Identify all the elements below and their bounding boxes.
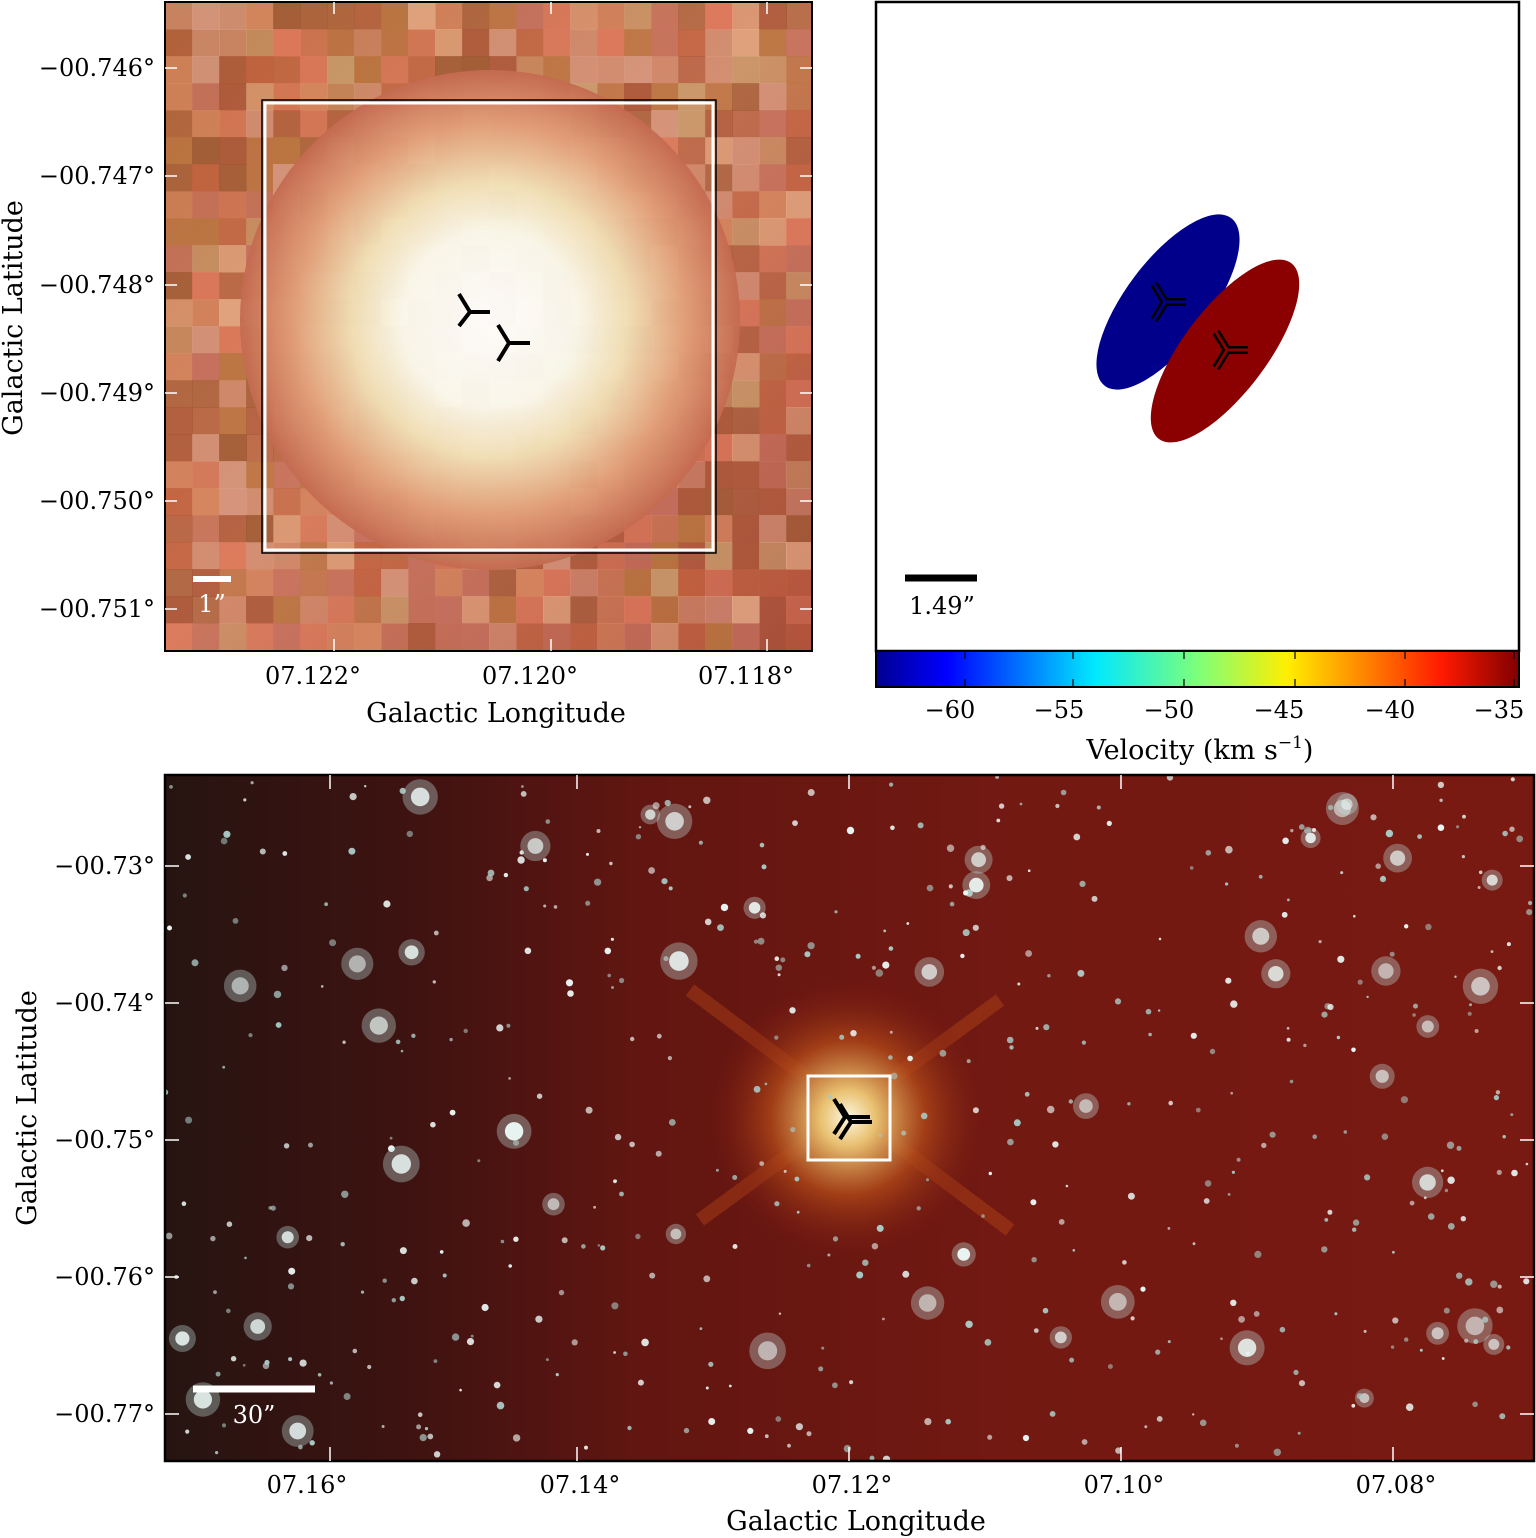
- wide-panel: 30” 07.16° 07.14° 07.12° 07.10° 07.08° −…: [12, 773, 1536, 1537]
- zoom-scale-label: 1”: [198, 590, 226, 618]
- colorbar-tick-label: −45: [1254, 696, 1305, 724]
- wide-y-tick-label: −00.74°: [54, 989, 155, 1017]
- wide-x-tick-label: 07.08°: [1356, 1471, 1437, 1499]
- zoom-y-tick-label: −00.746°: [39, 54, 155, 82]
- zoom-panel: 1” 07.122° 07.120° 07.118° −00.746° −00.…: [0, 1, 813, 729]
- zoom-x-tick-label: 07.122°: [265, 662, 361, 690]
- colorbar-tick-label: −50: [1144, 696, 1195, 724]
- zoom-y-tick-label: −00.748°: [39, 271, 155, 299]
- zoom-y-tick-label: −00.750°: [39, 487, 155, 515]
- wide-y-tick-label: −00.73°: [54, 852, 155, 880]
- wide-y-tick-label: −00.77°: [54, 1400, 155, 1428]
- zoom-y-tick-label: −00.749°: [39, 379, 155, 407]
- velocity-colorbar: [875, 650, 1520, 688]
- wide-ticks: [165, 775, 1534, 1461]
- zoom-frame: [164, 1, 813, 652]
- zoom-ticks: [165, 2, 812, 651]
- wide-y-axis-label: Galactic Latitude: [12, 990, 43, 1226]
- wide-zoom-box: [806, 1074, 892, 1162]
- wide-x-tick-label: 07.14°: [540, 1471, 621, 1499]
- zoom-inner-box-outline: [261, 99, 717, 554]
- wide-x-tick-label: 07.10°: [1084, 1471, 1165, 1499]
- zoom-x-tick-label: 07.118°: [698, 662, 794, 690]
- zoom-y-tick-label: −00.747°: [39, 162, 155, 190]
- wide-y-tick-label: −00.76°: [54, 1263, 155, 1291]
- wide-x-tick-label: 07.16°: [267, 1471, 348, 1499]
- wide-x-tick-label: 07.12°: [812, 1471, 893, 1499]
- wide-marker-icon: [832, 1097, 872, 1141]
- zoom-marker-icon: [496, 323, 530, 363]
- zoom-y-axis-label: Galactic Latitude: [0, 200, 29, 436]
- zoom-y-tick-label: −00.751°: [39, 595, 155, 623]
- zoom-inner-box: [263, 101, 715, 552]
- zoom-x-axis-label: Galactic Longitude: [366, 698, 626, 729]
- zoom-image: [165, 2, 812, 651]
- zoom-x-tick-label: 07.120°: [482, 662, 578, 690]
- colorbar-ticks: [964, 651, 1515, 687]
- colorbar-tick-label: −60: [925, 696, 976, 724]
- colorbar-tick-label: −40: [1365, 696, 1416, 724]
- wide-x-axis-label: Galactic Longitude: [726, 1506, 986, 1537]
- velocity-panel: 1.49” −60 −55 −50 −45 −40 −35 Velocity (…: [874, 0, 1525, 766]
- wide-scale-label: 30”: [233, 1401, 276, 1429]
- velocity-scale-label: 1.49”: [909, 592, 975, 620]
- colorbar-label: Velocity (km s−1): [1086, 733, 1314, 766]
- colorbar-tick-label: −35: [1474, 696, 1525, 724]
- zoom-marker-icon: [457, 292, 490, 328]
- colorbar-tick-label: −55: [1034, 696, 1085, 724]
- wide-y-tick-label: −00.75°: [54, 1126, 155, 1154]
